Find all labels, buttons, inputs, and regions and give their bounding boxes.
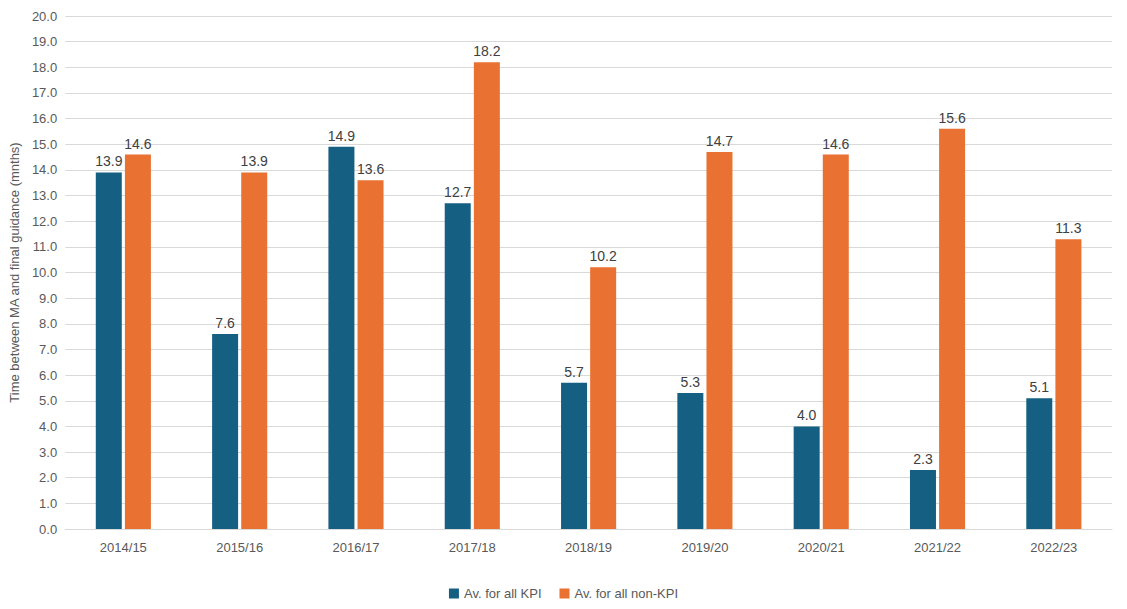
svg-text:14.9: 14.9 — [328, 128, 355, 144]
svg-text:2014/15: 2014/15 — [100, 540, 147, 555]
svg-text:8.0: 8.0 — [39, 316, 57, 331]
svg-text:5.3: 5.3 — [681, 374, 701, 390]
svg-text:7.6: 7.6 — [215, 315, 235, 331]
svg-text:3.0: 3.0 — [39, 445, 57, 460]
svg-text:11.0: 11.0 — [33, 239, 57, 254]
svg-text:2022/23: 2022/23 — [1030, 540, 1077, 555]
svg-text:5.0: 5.0 — [39, 393, 57, 408]
svg-text:16.0: 16.0 — [32, 111, 57, 126]
svg-text:9.0: 9.0 — [39, 291, 57, 306]
svg-text:Time between MA and final guid: Time between MA and final guidance (mnth… — [7, 142, 22, 402]
svg-text:13.9: 13.9 — [95, 153, 122, 169]
svg-text:20.0: 20.0 — [32, 9, 57, 24]
svg-text:11.3: 11.3 — [1055, 220, 1081, 236]
svg-text:10.0: 10.0 — [32, 265, 57, 280]
svg-text:4.0: 4.0 — [797, 407, 817, 423]
svg-text:14.6: 14.6 — [822, 136, 849, 152]
svg-text:6.0: 6.0 — [39, 368, 57, 383]
svg-text:14.7: 14.7 — [706, 133, 733, 149]
svg-text:12.0: 12.0 — [32, 214, 57, 229]
svg-text:13.9: 13.9 — [241, 153, 268, 169]
svg-text:0.0: 0.0 — [39, 522, 57, 537]
svg-text:2015/16: 2015/16 — [216, 540, 263, 555]
svg-text:12.7: 12.7 — [444, 184, 471, 200]
svg-text:18.2: 18.2 — [473, 43, 500, 59]
svg-text:Av. for all KPI: Av. for all KPI — [464, 586, 542, 601]
svg-text:10.2: 10.2 — [590, 248, 617, 264]
svg-text:19.0: 19.0 — [32, 34, 57, 49]
svg-text:4.0: 4.0 — [39, 419, 57, 434]
svg-text:14.0: 14.0 — [32, 162, 57, 177]
svg-text:1.0: 1.0 — [39, 496, 57, 511]
svg-text:2.3: 2.3 — [913, 451, 933, 467]
svg-text:2.0: 2.0 — [39, 470, 57, 485]
svg-text:14.6: 14.6 — [124, 136, 151, 152]
svg-text:2021/22: 2021/22 — [914, 540, 961, 555]
svg-text:13.6: 13.6 — [357, 161, 384, 177]
svg-text:2017/18: 2017/18 — [449, 540, 496, 555]
svg-text:2020/21: 2020/21 — [798, 540, 845, 555]
svg-text:7.0: 7.0 — [39, 342, 57, 357]
svg-text:5.7: 5.7 — [564, 364, 584, 380]
svg-text:5.1: 5.1 — [1030, 379, 1050, 395]
svg-text:2018/19: 2018/19 — [565, 540, 612, 555]
svg-text:17.0: 17.0 — [32, 85, 57, 100]
svg-text:Av. for all non-KPI: Av. for all non-KPI — [574, 586, 678, 601]
svg-text:15.6: 15.6 — [938, 110, 965, 126]
svg-text:2019/20: 2019/20 — [681, 540, 728, 555]
svg-text:15.0: 15.0 — [32, 137, 57, 152]
svg-text:13.0: 13.0 — [32, 188, 57, 203]
svg-text:2016/17: 2016/17 — [332, 540, 379, 555]
svg-text:18.0: 18.0 — [32, 60, 57, 75]
